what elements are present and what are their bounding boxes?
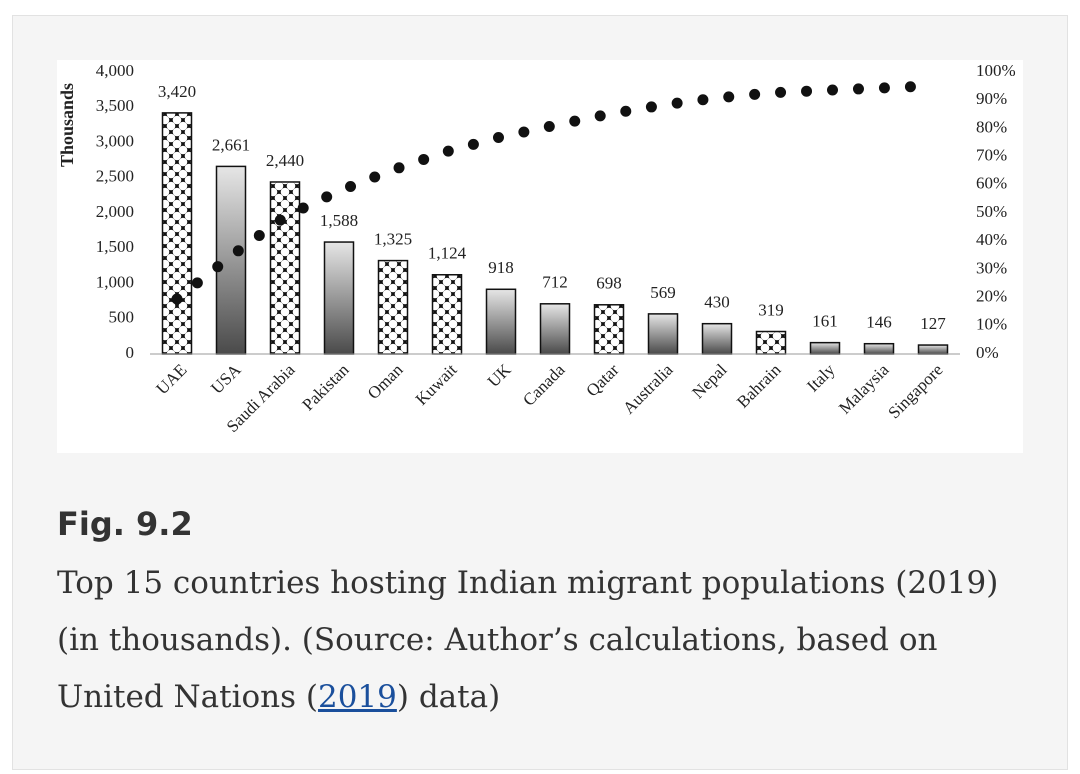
bar (809, 341, 841, 355)
citation-link[interactable]: 2019 (317, 679, 397, 715)
bar (647, 313, 679, 355)
value-label: 2,440 (266, 151, 304, 170)
value-label: 2,661 (212, 135, 250, 154)
y2-tick-label: 80% (976, 117, 1007, 136)
bar (863, 342, 895, 355)
bar (917, 344, 949, 355)
y2-tick-label: 20% (976, 287, 1007, 306)
figure-caption: Top 15 countries hosting Indian migrant … (57, 555, 1037, 726)
value-label: 698 (596, 274, 622, 293)
y2-tick-label: 0% (976, 343, 999, 362)
y-tick-label: 3,000 (96, 131, 134, 150)
y2-tick-label: 90% (976, 89, 1007, 108)
value-label: 161 (812, 312, 838, 331)
bar (323, 241, 355, 355)
value-label: 430 (704, 293, 730, 312)
bar (161, 112, 193, 355)
caption-text: ) data) (396, 679, 501, 715)
y-tick-label: 4,000 (96, 61, 134, 80)
value-label: 1,325 (374, 229, 412, 248)
bar (485, 288, 517, 355)
y2-tick-label: 10% (976, 315, 1007, 334)
y-tick-label: 2,000 (96, 202, 134, 221)
value-label: 319 (758, 300, 784, 319)
cumulative-line (171, 80, 939, 305)
y-axis-title: Thousands (57, 83, 77, 167)
y-tick-label: 1,000 (96, 272, 134, 291)
y-tick-label: 3,500 (96, 96, 134, 115)
bar (215, 165, 247, 355)
value-label: 146 (866, 313, 892, 332)
value-label: 3,420 (158, 82, 196, 101)
y-tick-label: 2,500 (96, 167, 134, 186)
bar (377, 259, 409, 355)
y-tick-label: 1,500 (96, 237, 134, 256)
value-label: 918 (488, 258, 514, 277)
chart: Thousands 0 500 1,000 1,500 2,000 2,500 3,000 3… (57, 60, 1023, 453)
y2-tick-label: 30% (976, 258, 1007, 277)
caption-text: Top 15 countries hosting Indian migrant … (57, 565, 999, 715)
figure-label: Fig. 9.2 (57, 505, 193, 543)
bar (539, 303, 571, 355)
value-label: 1,588 (320, 211, 358, 230)
value-label: 1,124 (428, 244, 467, 263)
y-tick-label: 500 (109, 308, 135, 327)
y2-tick-label: 100% (976, 61, 1016, 80)
value-label: 712 (542, 273, 568, 292)
bar (269, 181, 301, 355)
bar (701, 322, 733, 355)
y2-tick-label: 70% (976, 146, 1007, 165)
value-label: 569 (650, 283, 676, 302)
bar (593, 304, 625, 355)
bar (431, 274, 463, 355)
y-tick-label: 0 (126, 343, 135, 362)
y2-tick-label: 40% (976, 230, 1007, 249)
y2-tick-label: 60% (976, 174, 1007, 193)
value-label: 127 (920, 314, 946, 333)
y2-tick-label: 50% (976, 202, 1007, 221)
bar (755, 330, 787, 355)
